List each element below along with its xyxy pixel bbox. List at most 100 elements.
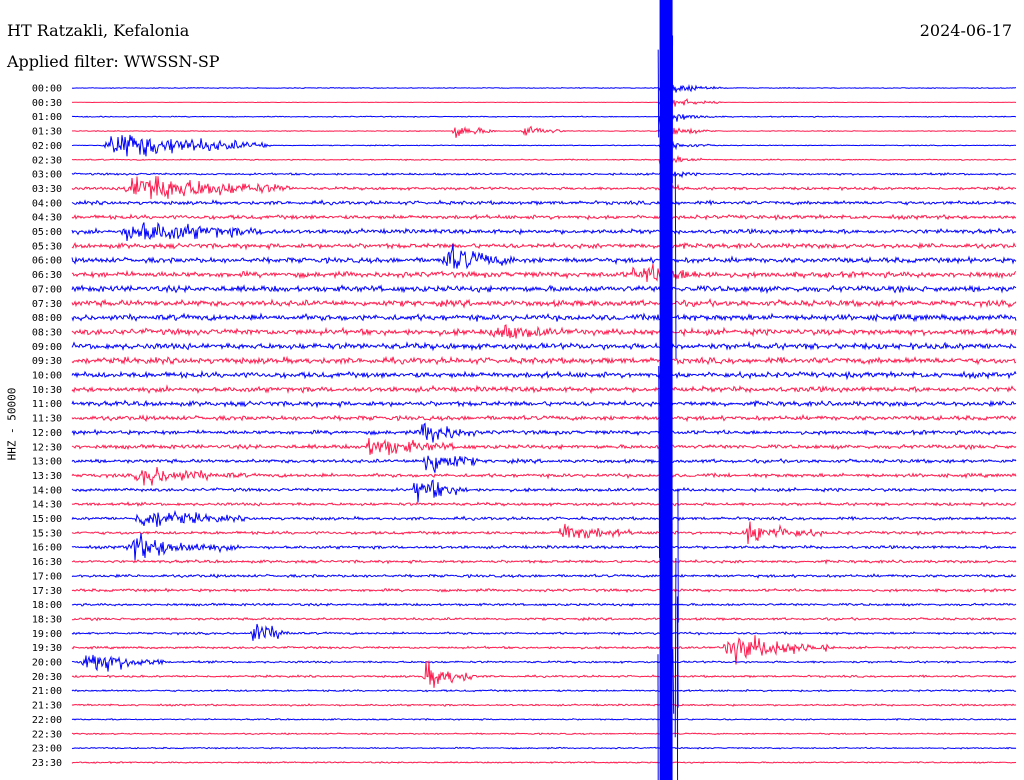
time-tick-label: 02:30: [32, 155, 62, 166]
trace-line: [71, 688, 1017, 693]
trace-line: [71, 558, 1017, 565]
trace-line: [71, 399, 1017, 409]
time-tick-label: 22:30: [32, 729, 62, 740]
trace-line: [71, 125, 1017, 138]
time-tick-label: 14:30: [32, 500, 62, 511]
trace-line: [71, 635, 1017, 665]
time-tick-label: 03:30: [32, 184, 62, 195]
main-event-stroke: [661, 307, 664, 421]
trace-line: [71, 623, 1017, 641]
time-tick-label: 10:30: [32, 385, 62, 396]
trace-line: [71, 312, 1017, 323]
trace-line: [71, 533, 1017, 561]
trace-line: [71, 760, 1017, 764]
time-tick-label: 11:30: [32, 414, 62, 425]
trace-line: [71, 732, 1017, 736]
time-tick-label: 06:00: [32, 256, 62, 267]
seismogram-traces: [71, 0, 1017, 780]
main-event-stroke: [674, 174, 677, 359]
station-title: HT Ratzakli, Kefalonia: [7, 21, 190, 40]
trace-line: [71, 324, 1017, 339]
trace-line: [71, 263, 1017, 283]
trace-line: [71, 298, 1017, 309]
time-tick-label: 23:00: [32, 744, 62, 755]
trace-line: [71, 509, 1017, 527]
time-tick-label: 15:30: [32, 528, 62, 539]
trace-line: [71, 176, 1017, 200]
trace-line: [71, 717, 1017, 722]
trace-line: [71, 97, 1017, 108]
main-event-stroke: [674, 558, 677, 738]
time-tick-label: 08:30: [32, 327, 62, 338]
main-event-band: [659, 0, 673, 780]
main-event-stroke: [667, 217, 670, 295]
main-event-stroke: [666, 674, 669, 733]
trace-line: [71, 134, 1017, 157]
time-tick-label: 21:00: [32, 686, 62, 697]
time-tick-label: 19:00: [32, 629, 62, 640]
time-tick-label: 01:00: [32, 112, 62, 123]
main-event-stroke: [663, 211, 665, 294]
trace-line: [71, 340, 1017, 352]
trace-line: [71, 422, 1017, 443]
time-tick-label: 17:00: [32, 571, 62, 582]
time-tick-label: 16:00: [32, 543, 62, 554]
main-event-stroke: [659, 510, 661, 645]
trace-line: [71, 384, 1017, 395]
time-tick-label: 05:30: [32, 241, 62, 252]
trace-line: [71, 746, 1017, 750]
trace-line: [72, 154, 1017, 165]
filter-label: Applied filter: WWSSN-SP: [7, 52, 220, 71]
trace-line: [71, 212, 1017, 222]
time-tick-label: 13:30: [32, 471, 62, 482]
trace-line: [71, 369, 1017, 381]
time-tick-label: 00:00: [32, 84, 62, 95]
trace-line: [71, 80, 1017, 96]
time-tick-label: 00:30: [32, 98, 62, 109]
time-tick-label: 03:00: [32, 170, 62, 181]
time-tick-label: 15:00: [32, 514, 62, 525]
time-tick-label: 20:30: [32, 672, 62, 683]
time-tick-label: 14:00: [32, 485, 62, 496]
time-tick-label: 04:30: [32, 213, 62, 224]
trace-line: [71, 355, 1017, 366]
time-tick-labels: 00:00 00:30 01:00 01:30 02:00 02:30 03:00 03:30…: [32, 84, 62, 769]
trace-line: [71, 521, 1017, 545]
time-tick-label: 02:00: [32, 141, 62, 152]
trace-line: [71, 616, 1017, 622]
date-label: 2024-06-17: [919, 21, 1012, 40]
time-tick-label: 12:00: [32, 428, 62, 439]
trace-line: [71, 587, 1017, 594]
trace-line: [71, 479, 1017, 503]
time-tick-label: 11:00: [32, 399, 62, 410]
trace-line: [71, 169, 1016, 179]
trace-line: [71, 467, 1017, 486]
trace-line: [71, 284, 1017, 295]
main-event-stroke: [670, 200, 673, 264]
trace-line: [71, 703, 1016, 707]
time-tick-label: 07:30: [32, 299, 62, 310]
trace-line: [71, 602, 1017, 607]
time-tick-label: 16:30: [32, 557, 62, 568]
time-tick-label: 01:30: [32, 127, 62, 138]
time-tick-label: 21:30: [32, 701, 62, 712]
time-tick-label: 08:00: [32, 313, 62, 324]
time-tick-label: 19:30: [32, 643, 62, 654]
time-tick-label: 07:00: [32, 284, 62, 295]
trace-line: [71, 413, 1017, 423]
time-tick-label: 04:00: [32, 198, 62, 209]
main-event-stroke: [663, 452, 666, 649]
time-tick-label: 09:00: [32, 342, 62, 353]
time-tick-label: 05:00: [32, 227, 62, 238]
trace-line: [71, 112, 1017, 126]
trace-line: [71, 660, 1017, 688]
time-tick-label: 23:30: [32, 758, 62, 769]
time-tick-label: 13:00: [32, 457, 62, 468]
trace-line: [71, 241, 1017, 251]
time-tick-label: 09:30: [32, 356, 62, 367]
main-event-stroke: [670, 524, 673, 619]
main-event-stroke: [660, 476, 663, 561]
time-tick-label: 06:30: [32, 270, 62, 281]
time-tick-label: 18:30: [32, 614, 62, 625]
